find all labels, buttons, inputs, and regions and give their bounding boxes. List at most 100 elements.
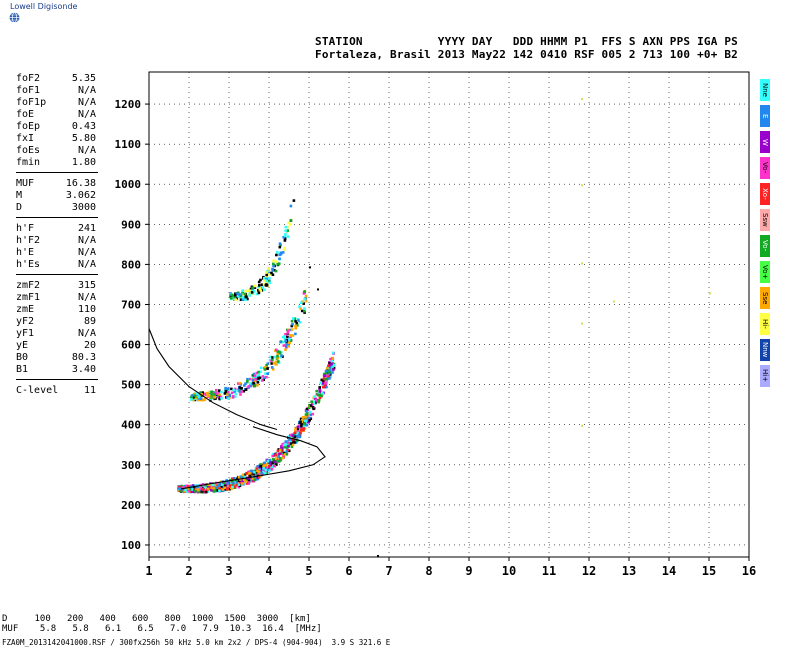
echo-point (276, 263, 279, 266)
echo-point (206, 394, 210, 398)
echo-point (219, 395, 223, 399)
echo-point (191, 490, 194, 493)
param-value: N/A (77, 235, 96, 246)
echo-point (239, 475, 243, 478)
echo-point (246, 377, 249, 381)
param-key: yF1 (16, 328, 35, 339)
echo-point (253, 374, 257, 378)
echo-point (300, 420, 304, 424)
echo-point (278, 351, 282, 355)
param-row-hes: h'Es N/A (16, 259, 96, 271)
echo-point (236, 294, 240, 298)
echo-point (307, 416, 311, 420)
echo-point (278, 245, 282, 249)
legend-label: Vo+ (761, 264, 769, 280)
echo-point (237, 479, 241, 482)
param-row-b1: B1 3.40 (16, 364, 96, 376)
echo-point (332, 363, 336, 367)
echo-point (290, 445, 294, 449)
echo-point (220, 397, 223, 400)
x-tick-label: 2 (185, 564, 192, 578)
echo-point (284, 333, 287, 336)
echo-point (222, 481, 226, 484)
echo-point (283, 453, 286, 456)
param-row-fxi: fxI 5.80 (16, 133, 96, 145)
echo-point (258, 467, 261, 471)
echo-point (241, 296, 245, 299)
echo-point (224, 386, 227, 390)
param-value: 89 (83, 316, 96, 327)
echo-point (288, 439, 292, 443)
echo-point (232, 481, 235, 485)
echo-point (237, 475, 241, 479)
echo-point (272, 362, 276, 365)
plot-frame (148, 71, 750, 558)
echo-point (178, 487, 181, 490)
param-row-yf1: yF1 N/A (16, 328, 96, 340)
echo-point (244, 298, 247, 301)
echo-point (196, 488, 200, 491)
echo-point (254, 379, 257, 383)
echo-point (245, 471, 248, 475)
echo-point (238, 386, 242, 389)
param-row-ye: yE 20 (16, 340, 96, 352)
echo-point (226, 482, 229, 485)
echo-point (325, 374, 328, 378)
echo-point (265, 273, 268, 277)
param-value: 20 (83, 340, 96, 351)
echo-point (218, 482, 222, 485)
param-value: N/A (77, 328, 96, 339)
echo-point (320, 378, 324, 382)
echo-point (246, 297, 249, 301)
echo-point (280, 354, 283, 357)
echo-point (227, 390, 230, 394)
echo-point (321, 392, 325, 396)
echo-point (263, 461, 266, 465)
echo-point (285, 450, 289, 453)
echo-point (294, 427, 297, 431)
echo-point (198, 394, 201, 397)
echo-point (309, 413, 312, 417)
echo-point (256, 476, 259, 479)
echo-point (253, 478, 256, 481)
echo-point (278, 257, 281, 261)
echo-point (264, 271, 268, 274)
echo-point (249, 479, 253, 483)
echo-point (236, 389, 239, 392)
echo-point (266, 459, 270, 463)
echo-point (266, 468, 269, 471)
echo-point (239, 294, 243, 298)
echo-point (275, 348, 278, 352)
echo-point (233, 390, 236, 394)
echo-point (268, 461, 272, 464)
echo-point (246, 289, 249, 292)
echo-point (204, 393, 208, 396)
echo-point (218, 393, 222, 397)
stray-point (709, 292, 711, 295)
echo-point (296, 324, 299, 327)
echo-point (324, 372, 328, 375)
echo-point (311, 406, 315, 409)
echo-point (256, 469, 259, 473)
echo-point (318, 390, 322, 393)
param-row-yf2: yF2 89 (16, 316, 96, 328)
echo-point (226, 387, 230, 390)
stray-point (581, 424, 583, 427)
echo-point (269, 355, 272, 359)
param-row-zmf1: zmF1 N/A (16, 292, 96, 304)
echo-point (237, 485, 241, 489)
echo-point (241, 482, 244, 485)
param-key: h'F (16, 223, 35, 234)
echo-point (268, 281, 271, 285)
echo-point (270, 366, 274, 369)
echo-point (253, 471, 256, 474)
legend-label: Vo- (761, 162, 769, 174)
echo-point (267, 279, 271, 283)
param-value: 110 (77, 304, 96, 315)
echo-point (304, 415, 307, 419)
echo-point (276, 354, 279, 358)
echo-point (225, 390, 228, 393)
param-key: fxI (16, 133, 35, 144)
legend-item-nne: Nne (760, 79, 770, 101)
echo-point (275, 260, 278, 263)
